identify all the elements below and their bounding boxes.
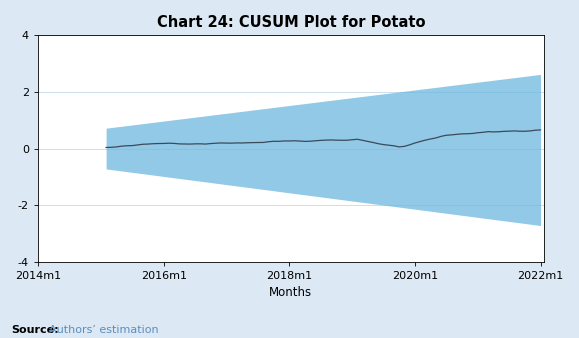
X-axis label: Months: Months <box>269 286 313 299</box>
Text: Source:: Source: <box>12 324 59 335</box>
Text: Authors’ estimation: Authors’ estimation <box>49 324 159 335</box>
Title: Chart 24: CUSUM Plot for Potato: Chart 24: CUSUM Plot for Potato <box>156 15 425 30</box>
